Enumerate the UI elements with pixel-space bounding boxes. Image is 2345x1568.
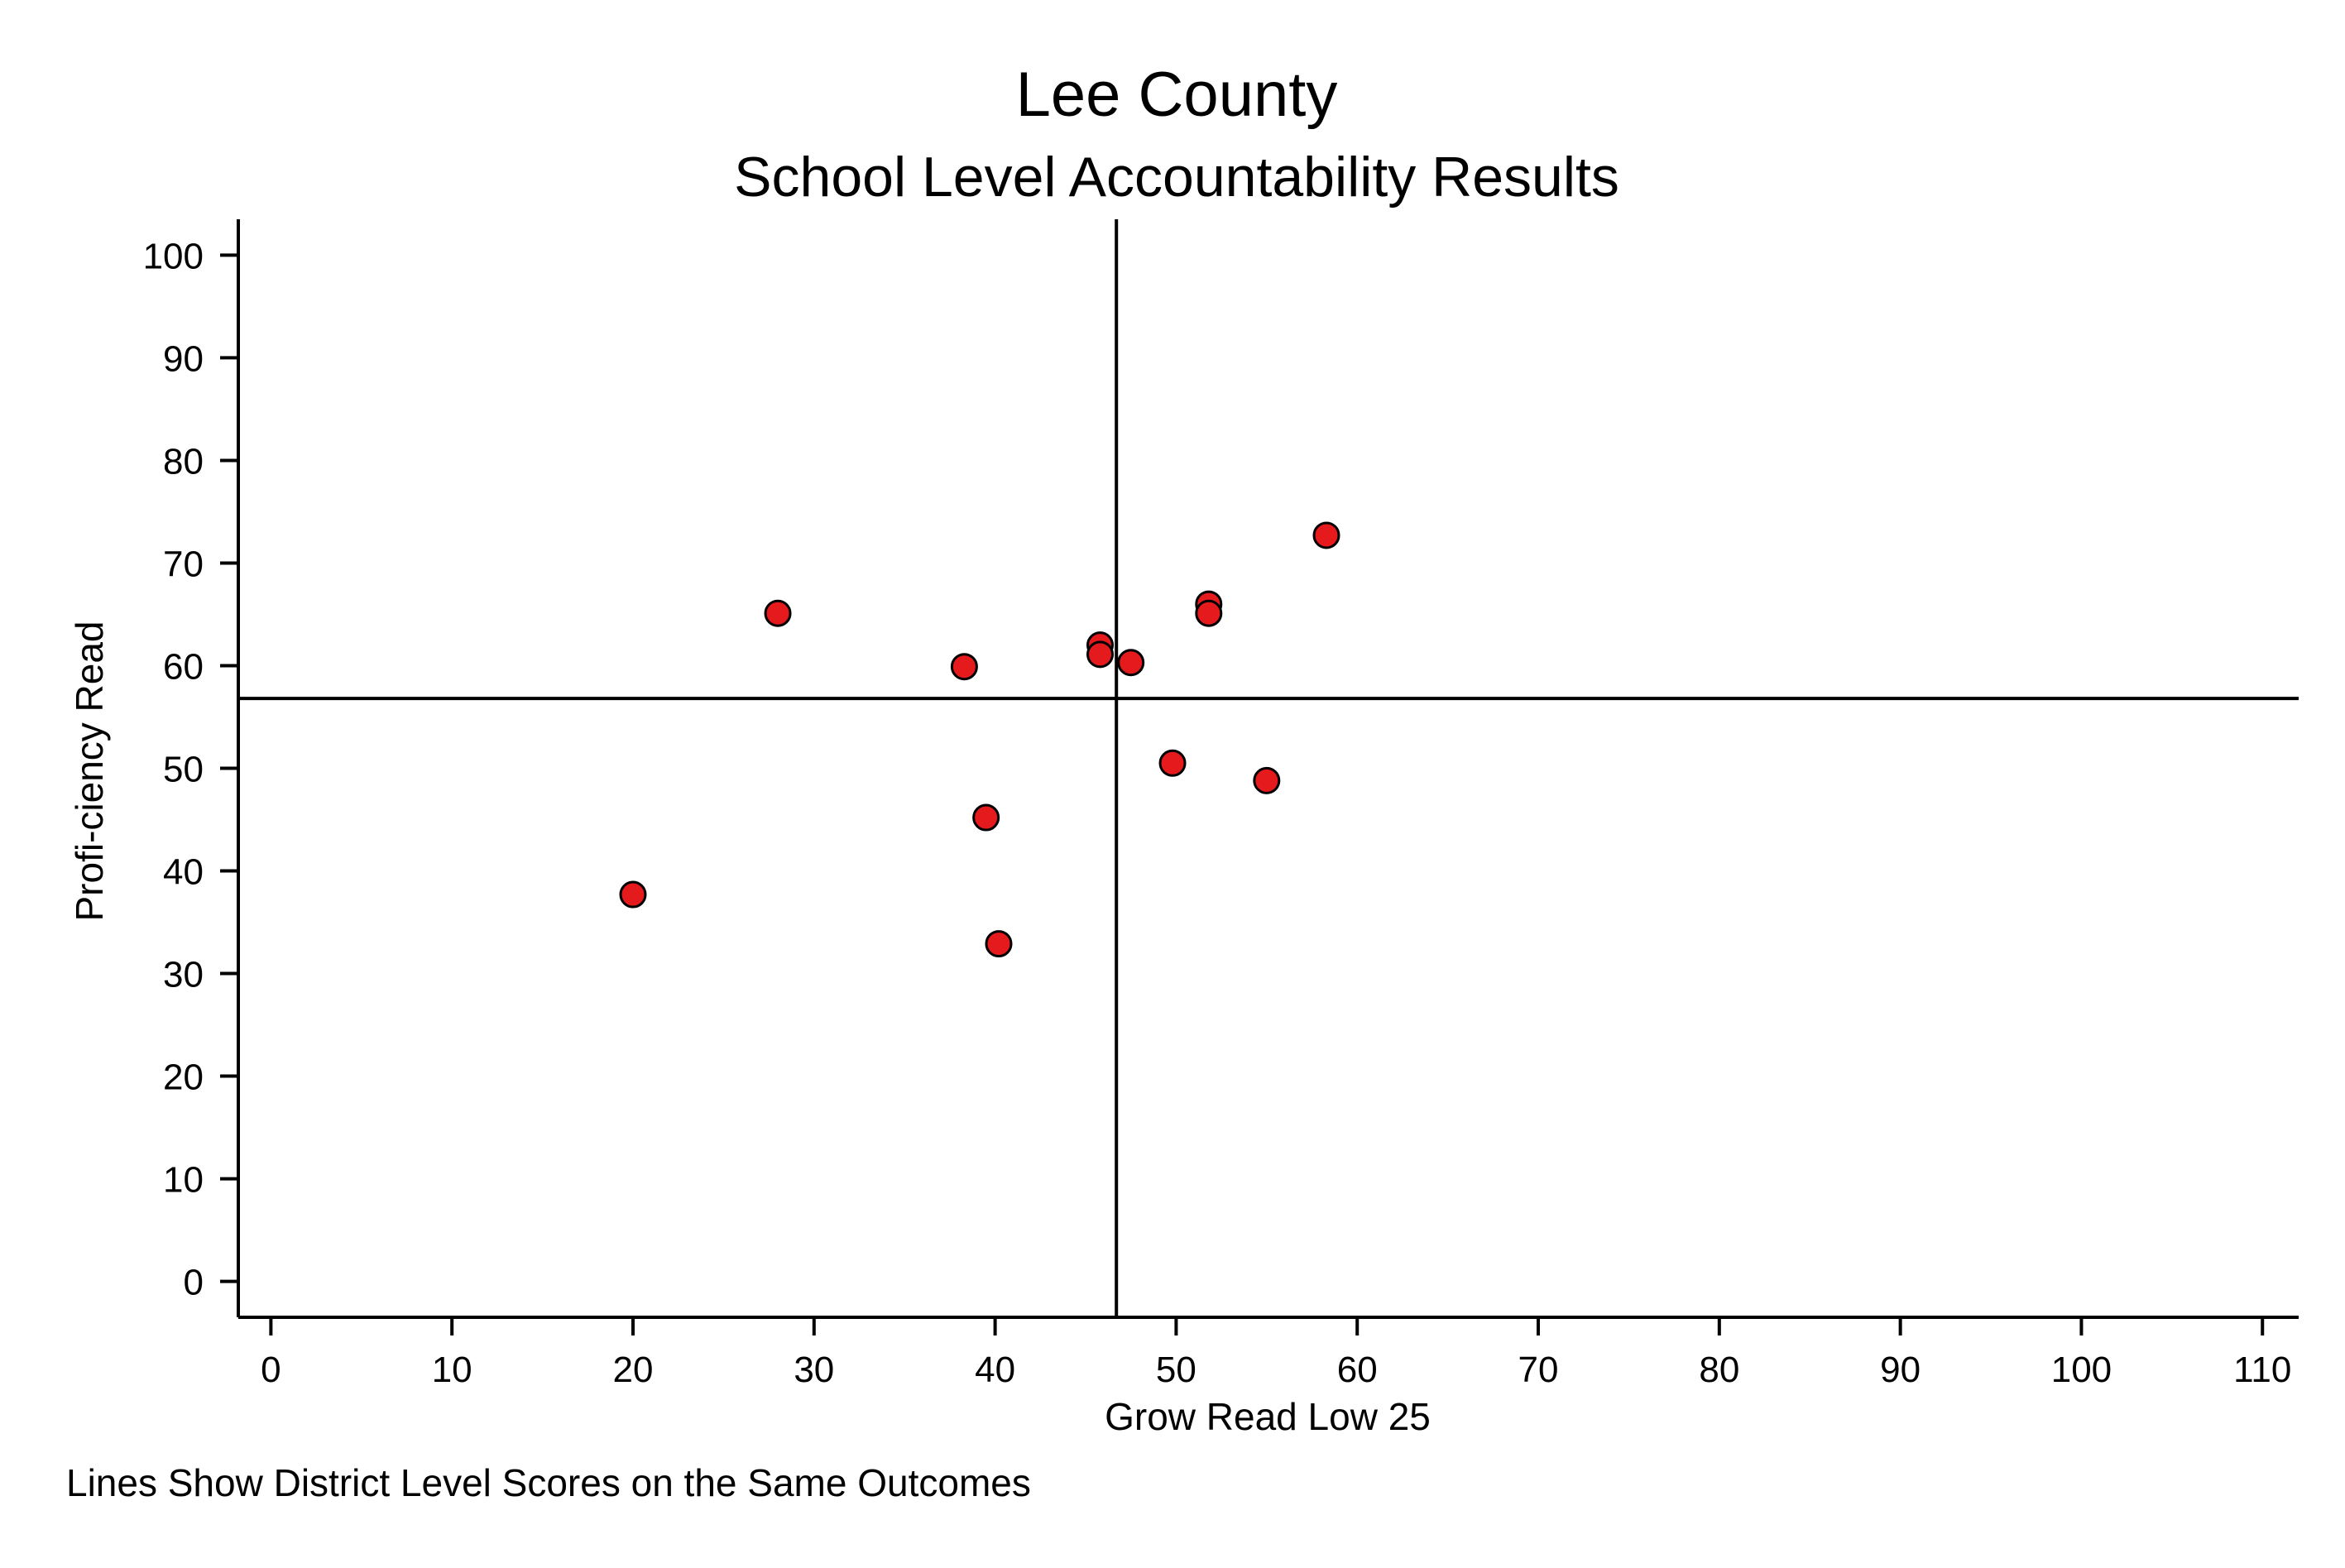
- data-point: [619, 880, 647, 909]
- y-tick-label: 30: [163, 955, 204, 995]
- y-tick-label: 40: [163, 852, 204, 893]
- x-tick-label: 40: [975, 1350, 1015, 1390]
- y-tick-label: 80: [163, 441, 204, 482]
- x-tick-label: 100: [2051, 1350, 2112, 1390]
- x-tick-label: 70: [1518, 1350, 1559, 1390]
- x-axis: 0 10 20 30 40 50 60 70 80 90 100 110: [238, 1316, 2299, 1390]
- chart-title: Lee County: [1016, 60, 1338, 130]
- x-tick-label: 90: [1880, 1350, 1921, 1390]
- data-point: [1312, 521, 1340, 549]
- x-tick-label: 20: [613, 1350, 654, 1390]
- y-axis-title: Profi-ciency Read: [68, 621, 111, 921]
- data-point: [1253, 766, 1281, 794]
- data-point: [1158, 749, 1187, 777]
- x-axis-title: Grow Read Low 25: [1105, 1395, 1431, 1438]
- x-tick-label: 50: [1156, 1350, 1196, 1390]
- data-point: [950, 653, 978, 681]
- district-reference-lines: [238, 219, 2299, 1317]
- data-point: [1117, 649, 1145, 677]
- x-tick-label: 110: [2233, 1350, 2291, 1390]
- data-point: [1195, 599, 1223, 627]
- data-points: [619, 521, 1340, 958]
- x-tick-label: 30: [794, 1350, 834, 1390]
- data-point: [764, 599, 792, 627]
- x-tick-label: 10: [432, 1350, 472, 1390]
- y-axis: 0 10 20 30 40 50 60 70 80 90 100: [143, 219, 240, 1317]
- x-tick-label: 0: [261, 1350, 281, 1390]
- y-tick-label: 100: [143, 236, 204, 276]
- y-tick-label: 60: [163, 646, 204, 687]
- data-point: [1086, 640, 1115, 669]
- y-tick-label: 20: [163, 1057, 204, 1098]
- y-tick-label: 50: [163, 750, 204, 790]
- y-tick-label: 10: [163, 1160, 204, 1201]
- data-point: [972, 803, 1000, 832]
- x-tick-label: 60: [1337, 1350, 1378, 1390]
- y-tick-label: 70: [163, 544, 204, 584]
- data-point: [985, 930, 1013, 958]
- chart-note: Lines Show District Level Scores on the …: [66, 1461, 1031, 1504]
- x-tick-label: 80: [1699, 1350, 1739, 1390]
- y-tick-label: 0: [184, 1263, 204, 1303]
- chart-subtitle: School Level Accountability Results: [734, 146, 1619, 209]
- y-tick-label: 90: [163, 338, 204, 379]
